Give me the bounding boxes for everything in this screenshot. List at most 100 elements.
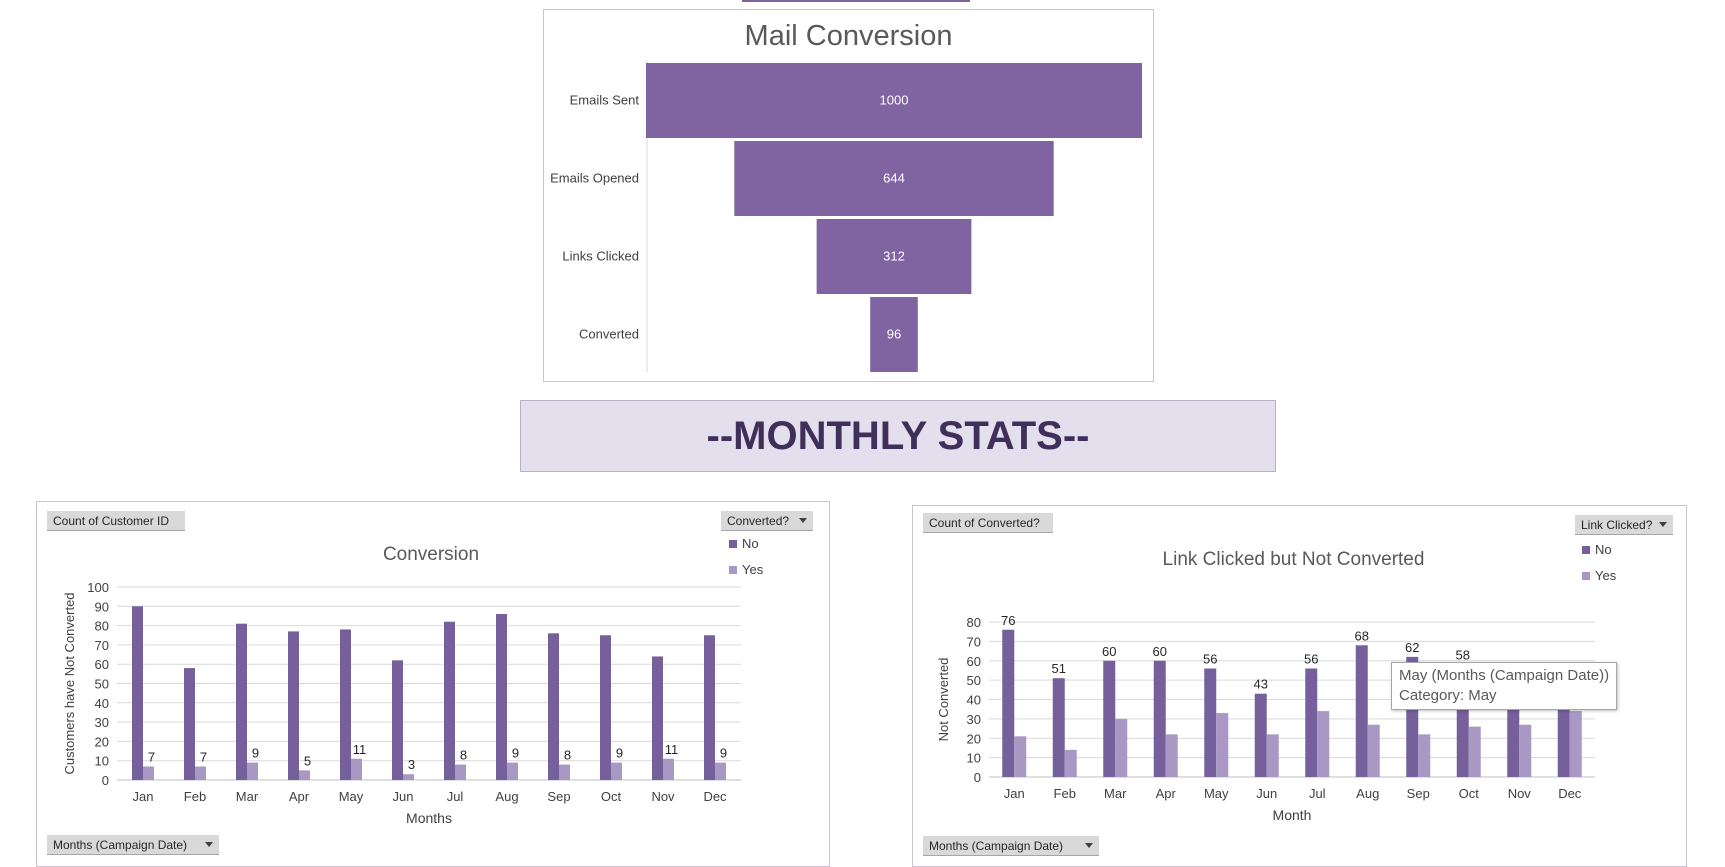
x-tick-label: Sep — [547, 789, 570, 804]
bar-no — [1204, 668, 1217, 777]
bar-yes — [1115, 718, 1128, 777]
funnel-category-label: Emails Opened — [550, 171, 639, 186]
data-label: 3 — [408, 757, 415, 772]
bar-yes — [143, 766, 154, 780]
x-tick-label: Dec — [1558, 786, 1582, 801]
monthly-stats-banner: --MONTHLY STATS-- — [520, 400, 1276, 472]
bar-no — [1305, 668, 1318, 777]
x-tick-label: Jan — [1004, 786, 1025, 801]
bar-yes — [1266, 734, 1279, 777]
y-tick-label: 90 — [95, 599, 109, 614]
value-field-label: Count of Customer ID — [53, 514, 170, 528]
y-tick-label: 80 — [967, 615, 981, 630]
axis-field-dropdown[interactable]: Months (Campaign Date) — [47, 835, 219, 855]
data-label: 60 — [1153, 644, 1167, 659]
x-tick-label: Sep — [1407, 786, 1430, 801]
bar-no — [1103, 660, 1116, 777]
legend-label-yes: Yes — [742, 562, 764, 577]
funnel-chart-plot: 1000 Emails Sent 644 Emails Opened 312 Links … — [550, 60, 1142, 372]
x-tick-label: Nov — [651, 789, 675, 804]
tooltip-line-2: Category: May — [1399, 687, 1497, 704]
bar-yes — [1468, 726, 1481, 777]
data-label: 60 — [1102, 644, 1116, 659]
bar-no — [1002, 629, 1015, 777]
funnel-bar — [870, 297, 918, 372]
funnel-chart-title: Mail Conversion — [744, 20, 953, 52]
funnel-data-label: 1000 — [880, 93, 909, 108]
bar-no — [392, 660, 403, 780]
conversion-chart-plot: 0 10 20 30 40 50 60 70 80 90 100 7 Jan 7 Feb 9 Mar 5 Apr 11… — [62, 580, 741, 826]
data-label: 7 — [148, 749, 155, 764]
x-tick-label: Apr — [289, 789, 310, 804]
y-tick-label: 50 — [967, 673, 981, 688]
x-tick-label: May — [339, 789, 364, 804]
bar-yes — [611, 762, 622, 780]
x-tick-label: Oct — [601, 789, 622, 804]
x-tick-label: Oct — [1459, 786, 1480, 801]
legend-swatch-no — [1582, 545, 1590, 554]
bar-yes — [663, 758, 674, 780]
bar-no — [496, 614, 507, 780]
y-axis-title: Customers have Not Converted — [62, 592, 77, 774]
y-tick-label: 40 — [967, 693, 981, 708]
bar-no — [652, 656, 663, 780]
funnel-bar — [646, 63, 1142, 138]
top-accent-bar — [742, 0, 970, 2]
data-label: 51 — [1052, 661, 1066, 676]
axis-field-dropdown[interactable]: Months (Campaign Date) — [923, 836, 1099, 856]
bar-yes — [1367, 724, 1380, 777]
legend-label-yes: Yes — [1595, 568, 1617, 583]
bar-no — [704, 635, 715, 780]
y-tick-label: 40 — [95, 696, 109, 711]
chevron-down-icon — [1085, 843, 1093, 848]
y-tick-label: 10 — [967, 751, 981, 766]
funnel-data-label: 312 — [883, 249, 905, 264]
x-axis-title: Month — [1273, 807, 1312, 823]
legend-swatch-yes — [1582, 571, 1590, 580]
conversion-chart-panel[interactable]: Count of Customer ID Converted? Conversi… — [36, 501, 830, 867]
bar-no — [1254, 693, 1267, 777]
data-label: 11 — [665, 742, 679, 757]
bar-no — [184, 668, 195, 780]
data-label: 8 — [564, 748, 571, 763]
x-axis-title: Months — [406, 810, 452, 826]
y-tick-label: 30 — [967, 712, 981, 727]
bar-no — [1052, 678, 1065, 777]
x-tick-label: Dec — [703, 789, 727, 804]
data-label: 58 — [1456, 648, 1470, 663]
value-field-button[interactable]: Count of Converted? — [923, 513, 1053, 533]
x-tick-label: Mar — [236, 789, 259, 804]
axis-field-label: Months (Campaign Date) — [929, 839, 1064, 853]
data-label: 8 — [460, 748, 467, 763]
y-tick-label: 20 — [967, 731, 981, 746]
bar-no — [1355, 645, 1368, 777]
link-chart-plot: 0 10 20 30 40 50 60 70 80 76 Jan 51 Feb 60 Mar 60 Apr 56 M… — [936, 613, 1595, 823]
x-tick-label: Feb — [184, 789, 206, 804]
data-label: 68 — [1355, 628, 1369, 643]
bar-no — [1557, 695, 1570, 777]
bar-yes — [715, 762, 726, 780]
legend-label-no: No — [742, 536, 759, 551]
bar-yes — [1165, 734, 1178, 777]
bar-yes — [559, 764, 570, 780]
y-tick-label: 10 — [95, 754, 109, 769]
legend-item-no: No — [729, 536, 759, 551]
value-field-button[interactable]: Count of Customer ID — [47, 511, 185, 531]
legend-field-dropdown[interactable]: Link Clicked? — [1575, 515, 1673, 535]
bar-yes — [1519, 724, 1532, 777]
bar-yes — [1317, 711, 1330, 777]
funnel-chart-panel[interactable]: Mail Conversion 1000 Emails Sent 644 Emails… — [543, 9, 1154, 382]
bar-no — [444, 621, 455, 780]
y-tick-label: 100 — [87, 580, 109, 595]
x-tick-label: Nov — [1508, 786, 1532, 801]
legend-label-no: No — [1595, 542, 1612, 557]
data-label: 76 — [1001, 613, 1015, 628]
bar-no — [600, 635, 611, 780]
tooltip-line-1: May (Months (Campaign Date)) — [1399, 667, 1610, 684]
legend-item-yes: Yes — [729, 562, 763, 577]
legend-field-dropdown[interactable]: Converted? — [721, 511, 813, 531]
x-tick-label: Jul — [447, 789, 464, 804]
x-tick-label: Aug — [495, 789, 518, 804]
link-clicked-chart-panel[interactable]: Count of Converted? Link Clicked? Link C… — [912, 505, 1687, 867]
legend-swatch-no — [729, 539, 737, 548]
